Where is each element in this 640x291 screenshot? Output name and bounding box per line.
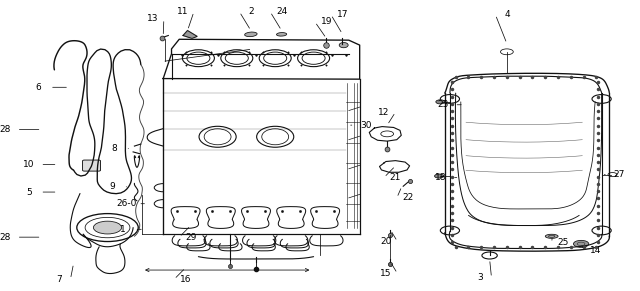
Text: 20: 20 xyxy=(380,237,392,246)
Text: 13: 13 xyxy=(147,15,158,23)
Text: 28: 28 xyxy=(0,233,11,242)
Text: 7: 7 xyxy=(56,275,61,284)
Text: 4: 4 xyxy=(504,10,509,19)
Text: 6: 6 xyxy=(36,83,41,92)
Text: 14: 14 xyxy=(589,246,601,255)
Text: 15: 15 xyxy=(380,269,392,278)
Ellipse shape xyxy=(276,33,287,36)
Text: 10: 10 xyxy=(23,160,35,169)
Text: 22: 22 xyxy=(403,194,414,202)
FancyBboxPatch shape xyxy=(83,160,100,171)
Text: 24: 24 xyxy=(276,7,287,16)
Text: 29: 29 xyxy=(185,233,196,242)
Ellipse shape xyxy=(244,32,257,37)
Text: 18: 18 xyxy=(435,173,446,182)
Ellipse shape xyxy=(339,42,348,48)
Text: 1: 1 xyxy=(120,225,125,234)
Text: 11: 11 xyxy=(177,7,188,16)
Text: 5: 5 xyxy=(26,188,31,196)
Text: 12: 12 xyxy=(378,108,390,116)
Text: 17: 17 xyxy=(337,10,348,19)
Circle shape xyxy=(435,174,444,178)
Ellipse shape xyxy=(545,234,558,238)
Circle shape xyxy=(93,221,122,234)
Text: 21: 21 xyxy=(390,173,401,182)
Circle shape xyxy=(573,240,589,247)
Text: 23: 23 xyxy=(437,100,449,109)
Text: 8: 8 xyxy=(111,144,116,153)
Polygon shape xyxy=(183,31,197,38)
Text: 16: 16 xyxy=(180,275,191,284)
Text: 19: 19 xyxy=(321,17,332,26)
Circle shape xyxy=(436,100,445,104)
Text: 2: 2 xyxy=(248,7,253,16)
Text: 27: 27 xyxy=(614,170,625,179)
Text: 25: 25 xyxy=(557,239,569,247)
Text: 30: 30 xyxy=(360,121,372,129)
Text: 26-0: 26-0 xyxy=(116,199,137,208)
Text: 3: 3 xyxy=(477,274,483,282)
Text: 9: 9 xyxy=(109,182,115,191)
Text: 28: 28 xyxy=(0,125,11,134)
